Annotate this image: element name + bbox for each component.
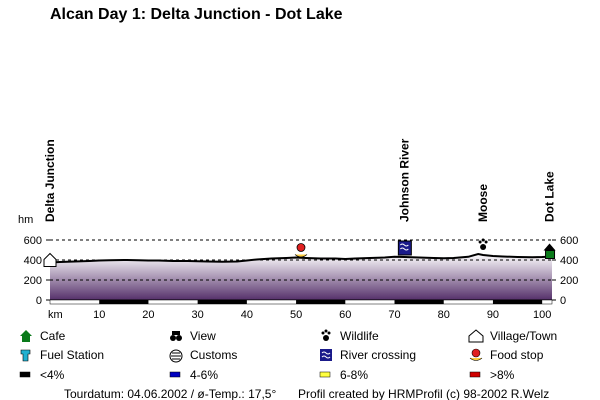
river-crossing-icon [397, 240, 412, 256]
legend-label: Wildlife [340, 329, 379, 343]
footer-tour-info: Tourdatum: 04.06.2002 / ø-Temp.: 17,5° [64, 387, 276, 400]
paw-toe [324, 329, 328, 333]
x-tick-label: 60 [339, 309, 351, 321]
axes: 0 0 200 200 400 400 600 600 10 20 30 40 50 60 70 80 90 10… [24, 235, 579, 321]
elevation-area [50, 254, 552, 300]
legend-label: Village/Town [490, 329, 557, 343]
y-tick-label-right: 200 [560, 275, 578, 287]
legend-label: Fuel Station [40, 348, 104, 362]
x-unit-label: km [48, 309, 63, 321]
legend-swatch [169, 371, 181, 378]
paw-icon [321, 329, 331, 341]
legend-label: 6-8% [340, 368, 368, 382]
paw-toe [327, 331, 331, 335]
legend-swatch-rect [469, 371, 481, 378]
river-shape [320, 349, 332, 361]
cafe-body [22, 336, 30, 342]
x-tick-label: 20 [142, 309, 154, 321]
legend-label: River crossing [340, 348, 416, 362]
food-icon [469, 348, 483, 361]
legend: Cafe View Wildlife Village/Town Fuel Station… [19, 329, 557, 382]
binocular-lens [170, 335, 176, 341]
x-tick-label: 70 [388, 309, 400, 321]
river-icon [320, 349, 332, 361]
village-town-icon [43, 252, 57, 267]
km-bar-segment [394, 300, 444, 304]
legend-label: Cafe [40, 329, 66, 343]
km-bar-segment [99, 300, 149, 304]
legend-label: >8% [490, 368, 515, 382]
paw-pad [323, 335, 329, 341]
cafe-roof [20, 330, 32, 336]
x-tick-label: 10 [93, 309, 105, 321]
food-stop-icon [294, 243, 308, 258]
fuel-icon [20, 349, 31, 362]
binocular-lens [176, 335, 182, 341]
food-apple [471, 348, 481, 358]
legend-label: <4% [40, 368, 65, 382]
legend-swatch-rect [19, 371, 31, 378]
place-label: Johnson River [397, 138, 411, 222]
cafe-icon [543, 243, 556, 259]
cafe-icon [20, 330, 32, 342]
km-bar-segment [296, 300, 346, 304]
y-tick-label-left: 0 [36, 295, 42, 307]
paw-toe [484, 240, 488, 244]
legend-swatch [319, 371, 331, 378]
legend-label: Customs [190, 348, 237, 362]
binoculars-icon [170, 331, 182, 341]
paw-toe [321, 331, 325, 335]
km-bar-segment [197, 300, 247, 304]
elevation-line [49, 252, 553, 264]
place-labels: Delta Junction Johnson River Moose Dot Lake [43, 138, 557, 267]
place-label: Dot Lake [543, 171, 557, 222]
cafe-body [545, 250, 556, 259]
food-apple [296, 243, 306, 252]
place-label: Moose [476, 184, 490, 222]
paw-toe [478, 240, 482, 244]
wildlife-icon [478, 238, 488, 250]
y-tick-label-right: 400 [560, 255, 578, 267]
food-plate [469, 357, 483, 361]
river-shape [397, 240, 412, 256]
cafe-roof [543, 243, 556, 251]
river-waves [399, 243, 409, 251]
legend-swatch-rect [169, 371, 181, 378]
y-tick-label-left: 400 [24, 255, 42, 267]
x-tick-label: 100 [533, 309, 551, 321]
y-tick-label-right: 0 [560, 295, 566, 307]
binocular-bridge [172, 331, 180, 335]
place-label: Delta Junction [43, 139, 57, 222]
y-unit-label: hm [18, 214, 33, 226]
chart-title: Alcan Day 1: Delta Junction - Dot Lake [50, 6, 343, 23]
legend-label: Food stop [490, 348, 544, 362]
house-shape [468, 329, 484, 343]
y-tick-label-left: 600 [24, 235, 42, 247]
footer-credit: Profil created by HRMProfil (c) 98-2002 … [298, 387, 549, 400]
food-plate [294, 254, 308, 258]
plot-area [49, 252, 553, 300]
x-tick-label: 80 [438, 309, 450, 321]
km-bar-segment [492, 300, 543, 304]
legend-label: 4-6% [190, 368, 218, 382]
customs-icon [169, 349, 183, 363]
x-tick-label: 40 [241, 309, 253, 321]
fuel-pump [20, 349, 31, 362]
x-tick-label: 30 [192, 309, 204, 321]
x-tick-label: 50 [290, 309, 302, 321]
y-tick-label-left: 200 [24, 275, 42, 287]
legend-swatch-rect [319, 371, 331, 378]
paw-pad [480, 244, 487, 250]
legend-swatch [19, 371, 31, 378]
paw-toe [481, 238, 485, 242]
river-waves [321, 351, 331, 359]
legend-swatch [469, 371, 481, 378]
x-tick-label: 90 [487, 309, 499, 321]
house-shape [43, 252, 57, 267]
legend-label: View [190, 329, 216, 343]
y-tick-label-right: 600 [560, 235, 578, 247]
house-icon [468, 329, 484, 343]
